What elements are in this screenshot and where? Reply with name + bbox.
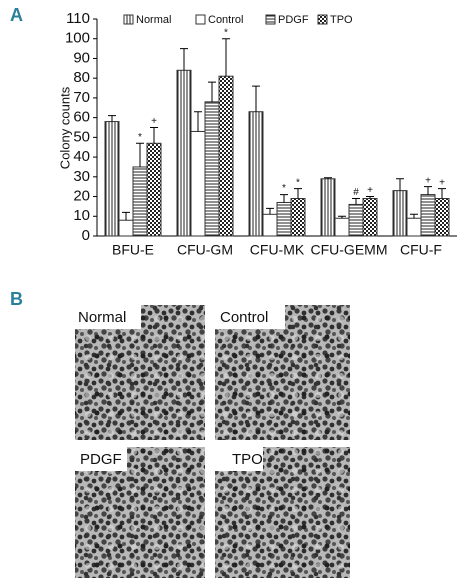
- significance-marker: #: [353, 187, 359, 198]
- y-tick-label: 100: [65, 30, 90, 47]
- image-label: Control: [220, 309, 268, 326]
- label-box: [75, 447, 127, 471]
- legend-swatch: [123, 14, 134, 25]
- bar: [132, 166, 148, 237]
- error-bar: [252, 85, 260, 112]
- y-axis-label: Colony counts: [57, 86, 72, 169]
- error-bar: [438, 188, 446, 199]
- bar: [146, 142, 162, 237]
- x-tick-label: BFU-E: [112, 242, 154, 258]
- bar: [262, 213, 278, 237]
- error-bar: [396, 178, 404, 191]
- legend-swatch: [195, 14, 206, 25]
- error-bar: [366, 196, 374, 199]
- bar: [420, 194, 436, 237]
- error-bar: [266, 207, 274, 215]
- label-box: [75, 305, 141, 329]
- bar: [320, 178, 336, 237]
- significance-marker: *: [282, 183, 286, 194]
- label-box: [215, 447, 263, 471]
- error-bar: [280, 194, 288, 203]
- error-bar: [324, 177, 332, 179]
- legend-label: Normal: [136, 14, 171, 26]
- y-tick-label: 70: [73, 89, 90, 106]
- y-tick-label: 60: [73, 109, 90, 126]
- image-label: Normal: [78, 309, 126, 326]
- bar: [204, 101, 220, 237]
- significance-marker: *: [138, 132, 142, 143]
- bar: [218, 75, 234, 237]
- significance-marker: +: [151, 116, 157, 127]
- bar: [248, 111, 264, 237]
- bar: [392, 190, 408, 237]
- image-label: PDGF: [80, 451, 122, 468]
- error-bar: [122, 211, 130, 221]
- y-tick-label: 80: [73, 69, 90, 86]
- x-tick-label: CFU-GEMM: [311, 242, 388, 258]
- error-bar: [108, 115, 116, 122]
- y-tick-label: 90: [73, 49, 90, 66]
- y-tick-label: 40: [73, 148, 90, 165]
- bar: [190, 130, 206, 237]
- legend-label: Control: [208, 14, 243, 26]
- micrographs: Normal Control PDGF TPO: [75, 305, 350, 578]
- significance-marker: +: [439, 177, 445, 188]
- error-bar: [136, 142, 144, 167]
- error-bar: [424, 186, 432, 195]
- legend-swatch: [265, 14, 276, 25]
- bar: [406, 217, 422, 237]
- legend-swatch: [317, 14, 328, 25]
- error-bar: [294, 188, 302, 199]
- significance-marker: +: [425, 175, 431, 186]
- x-tick-label: CFU-F: [400, 242, 442, 258]
- x-tick-label: CFU-GM: [177, 242, 233, 258]
- y-tick-label: 20: [73, 188, 90, 205]
- bar: [176, 69, 192, 237]
- significance-marker: *: [224, 27, 228, 38]
- bar: [434, 198, 450, 237]
- panel-label: B: [10, 289, 23, 309]
- error-bar: [410, 213, 418, 219]
- image: [75, 447, 205, 578]
- y-tick-label: 110: [66, 10, 90, 27]
- error-bar: [338, 215, 346, 219]
- significance-marker: +: [367, 185, 373, 196]
- error-bar: [150, 127, 158, 144]
- error-bar: [352, 198, 360, 205]
- legend-label: TPO: [330, 14, 353, 26]
- bar: [362, 198, 378, 237]
- y-tick-label: 0: [82, 227, 90, 244]
- image-label: TPO: [232, 451, 263, 468]
- y-tick-label: 10: [73, 207, 90, 224]
- error-bar: [208, 81, 216, 102]
- bar: [104, 121, 120, 237]
- x-tick-label: CFU-MK: [250, 242, 305, 258]
- bar: [118, 219, 134, 237]
- y-tick-label: 50: [73, 128, 90, 145]
- error-bar: [180, 48, 188, 71]
- legend-label: PDGF: [278, 14, 309, 26]
- significance-marker: *: [296, 177, 300, 188]
- bar: [290, 198, 306, 237]
- y-tick-label: 30: [73, 168, 90, 185]
- error-bar: [194, 111, 202, 132]
- bar: [348, 203, 364, 237]
- label-box: [215, 305, 285, 329]
- bar: [276, 201, 292, 237]
- error-bar: [222, 38, 230, 77]
- panel-label: A: [10, 5, 23, 25]
- bar: [334, 217, 350, 237]
